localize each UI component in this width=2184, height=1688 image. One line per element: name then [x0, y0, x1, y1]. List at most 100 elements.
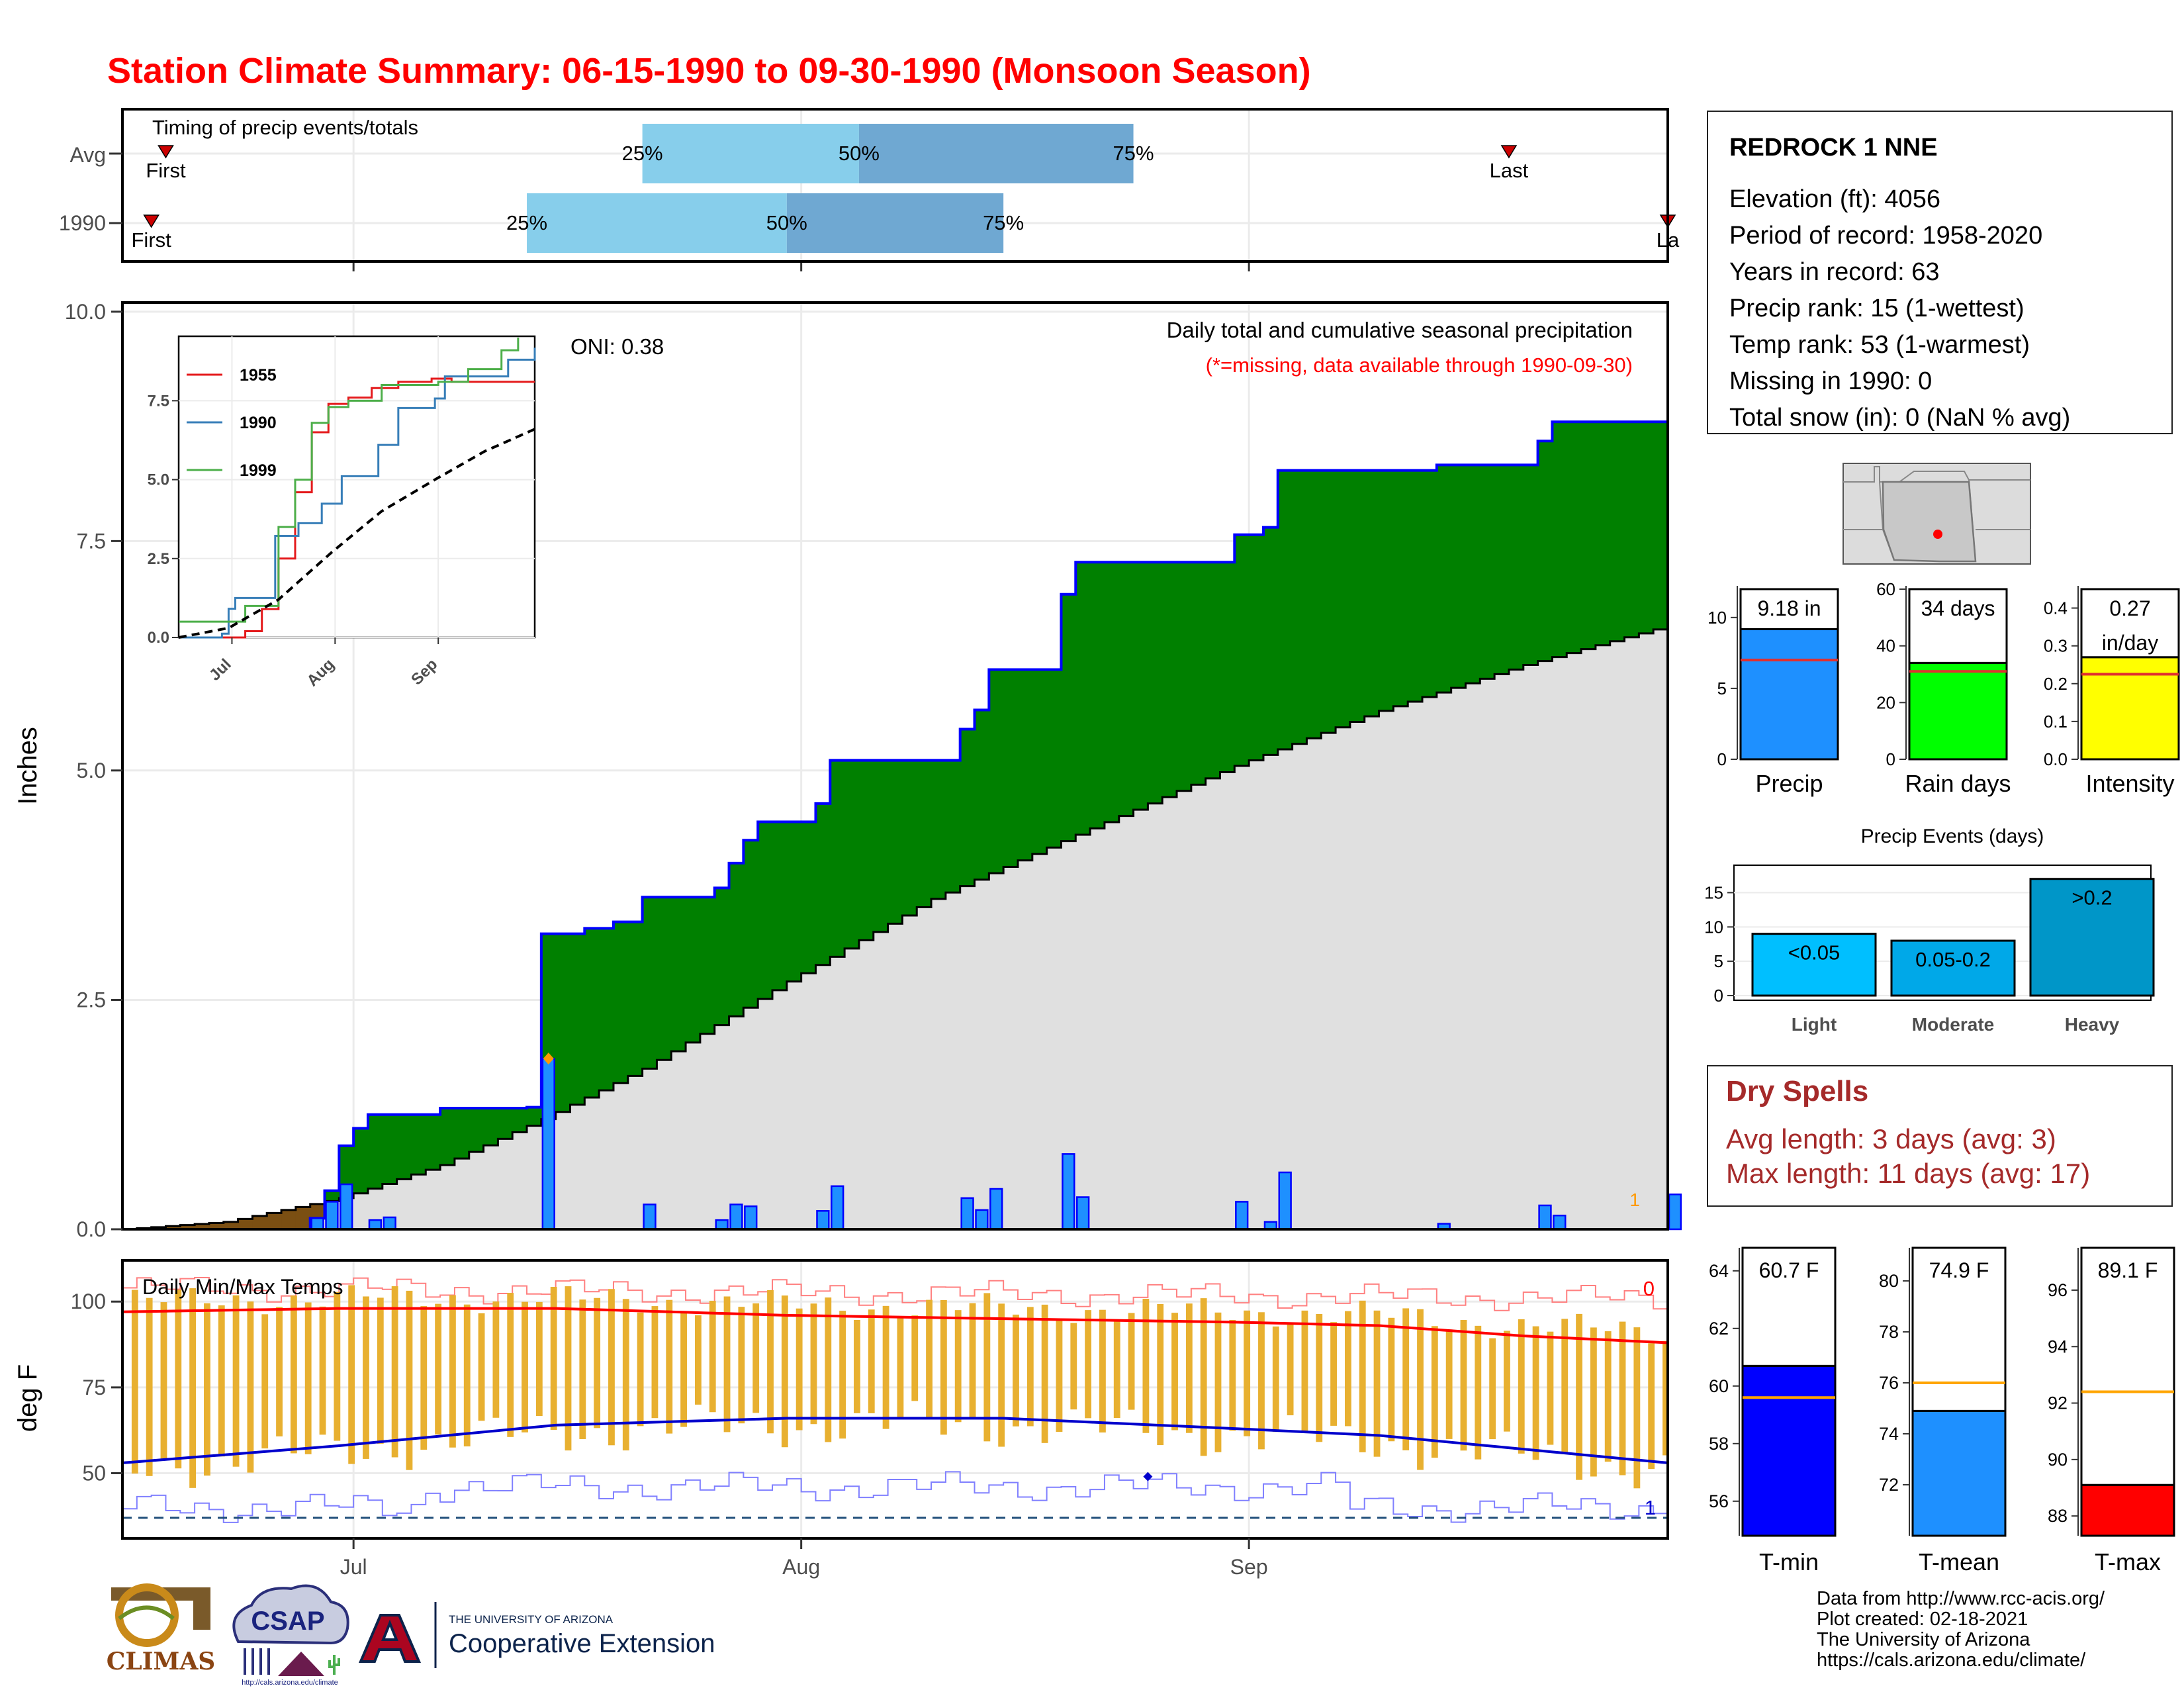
events-bar-label: >0.2 — [2071, 886, 2112, 910]
daily-temp-range-bar — [781, 1295, 788, 1448]
csap-cloud-icon — [232, 1584, 349, 1645]
temp-missing-max: 0 — [1643, 1277, 1655, 1300]
mini-bar-y-tick-label: 5 — [1717, 679, 1727, 698]
university-of-arizona-logo: THE UNIVERSITY OF ARIZONA Cooperative Ex… — [358, 1602, 715, 1668]
csap-logo-text: CSAP — [251, 1607, 324, 1636]
daily-temp-range-bar — [535, 1301, 543, 1417]
daily-temp-range-bar — [522, 1301, 528, 1432]
temp-y-tick-label: 100 — [71, 1289, 106, 1313]
missing-note: (*=missing, data available through 1990-… — [1206, 353, 1633, 377]
surplus-area — [1321, 470, 1336, 733]
surplus-area — [1220, 562, 1235, 773]
surplus-area — [686, 897, 701, 1043]
daily-temp-range-bar — [839, 1311, 846, 1439]
daily-temp-range-bar — [1229, 1319, 1236, 1431]
deficit-area — [223, 1221, 239, 1229]
surplus-area — [1263, 527, 1279, 755]
daily-temp-range-bar — [897, 1317, 904, 1418]
surplus-area — [917, 760, 932, 908]
surplus-area — [815, 803, 831, 965]
surplus-area — [324, 1190, 340, 1201]
surplus-area — [1104, 562, 1120, 823]
daily-precip-bar — [989, 1188, 1003, 1231]
min-temp-marker — [1143, 1472, 1153, 1481]
daily-temp-range-bar — [348, 1285, 355, 1464]
deficit-area — [310, 1203, 326, 1219]
daily-temp-range-bar — [1099, 1309, 1106, 1432]
cumulative-1990-line — [122, 387, 1669, 1231]
mini-bar-value: 9.18 in — [1757, 596, 1821, 620]
daily-temp-range-bar — [319, 1306, 326, 1435]
daily-temp-range-bar — [1359, 1300, 1366, 1452]
daily-temp-range-bar — [232, 1295, 240, 1467]
surplus-area — [613, 921, 629, 1084]
precip-events-title: Precip Events (days) — [1861, 825, 2044, 847]
station-line: Missing in 1990: 0 — [1729, 367, 1932, 395]
timing-label-25: 25% — [622, 142, 663, 165]
daily-precip-bar — [1553, 1214, 1567, 1231]
events-y-tick-label: 10 — [1704, 917, 1723, 937]
daily-temp-range-bar — [651, 1306, 659, 1419]
surplus-area — [1639, 422, 1654, 633]
temp-box-y-tick-label: 94 — [2048, 1336, 2068, 1356]
mini-bar-y-tick-label: 0 — [1886, 749, 1895, 769]
daily-temp-range-bar — [478, 1313, 485, 1421]
surplus-area — [1581, 422, 1596, 649]
surplus-area — [627, 921, 643, 1076]
daily-temp-range-bar — [608, 1289, 615, 1446]
precip-events-chart: Precip Events (days) 0 5 10 15 <0.05 Light 0.0… — [1704, 825, 2155, 1035]
events-bar-moderate — [1890, 939, 2016, 997]
daily-temp-range-bar — [1445, 1329, 1453, 1439]
daily-temp-range-bar — [449, 1295, 456, 1448]
dry-spells-border — [1707, 1065, 2173, 1207]
inset-average-line — [178, 428, 535, 639]
surplus-area — [570, 933, 585, 1105]
station-line: Temp rank: 53 (1-warmest) — [1729, 331, 2030, 359]
daily-temp-range-bar — [1026, 1307, 1034, 1427]
surplus-area — [396, 1114, 412, 1180]
surplus-area — [411, 1114, 426, 1175]
mini-bar-y-tick-label: 0.1 — [2044, 712, 2068, 731]
csap-cactus-icon — [328, 1655, 340, 1675]
timing-marker-first — [143, 214, 159, 228]
timing-label-50: 50% — [766, 211, 807, 234]
surplus-area — [1494, 465, 1510, 675]
daily-temp-range-bar — [694, 1315, 702, 1405]
daily-temp-range-bar — [1287, 1324, 1294, 1416]
csap-mountain-icon — [278, 1652, 324, 1676]
surplus-area — [454, 1108, 470, 1159]
surplus-area — [1595, 422, 1611, 645]
surplus-area — [367, 1114, 383, 1189]
deficit-area — [295, 1207, 311, 1229]
daily-temp-range-bar — [1214, 1312, 1222, 1452]
events-category-label: Heavy — [2065, 1014, 2120, 1035]
surplus-area — [1277, 470, 1293, 750]
mini-bar-y-tick-label: 0.3 — [2044, 636, 2068, 656]
temp-box-bar-t-min — [1741, 1364, 1837, 1537]
climas-logo-leaf — [118, 1605, 175, 1620]
timing-panel-title: Timing of precip events/totals — [152, 116, 418, 139]
temp-box-y-tick-label: 58 — [1709, 1434, 1729, 1454]
timing-label-75: 75% — [1113, 142, 1154, 165]
precip-panel: 0.02.55.07.510.0 Inches ONI: 0.38 Daily … — [13, 300, 1682, 1241]
daily-temp-range-bar — [1475, 1325, 1482, 1460]
mini-bar-intensity — [2080, 656, 2180, 761]
daily-temp-range-bar — [492, 1301, 500, 1418]
daily-precip-bar — [1076, 1196, 1090, 1231]
missing-count: 1 — [1629, 1190, 1640, 1210]
daily-temp-range-bar — [1185, 1303, 1193, 1433]
mini-bar-value: in/day — [2102, 631, 2158, 655]
daily-temp-range-bar — [1113, 1320, 1120, 1419]
daily-temp-range-bar — [825, 1297, 832, 1442]
daily-temp-range-bar — [579, 1299, 586, 1439]
avg-cumulative-line — [122, 625, 1669, 1231]
surplus-area — [729, 863, 744, 1017]
daily-temp-range-bar — [1576, 1313, 1582, 1480]
daily-precip-bar — [831, 1185, 844, 1231]
temp-box-y-tick-label: 80 — [1879, 1271, 1899, 1291]
deficit-area — [267, 1213, 282, 1229]
daily-temp-range-bar — [1460, 1320, 1467, 1451]
surplus-area — [1003, 669, 1019, 867]
daily-precip-bar — [1538, 1204, 1552, 1231]
daily-temp-range-bar — [550, 1287, 557, 1430]
